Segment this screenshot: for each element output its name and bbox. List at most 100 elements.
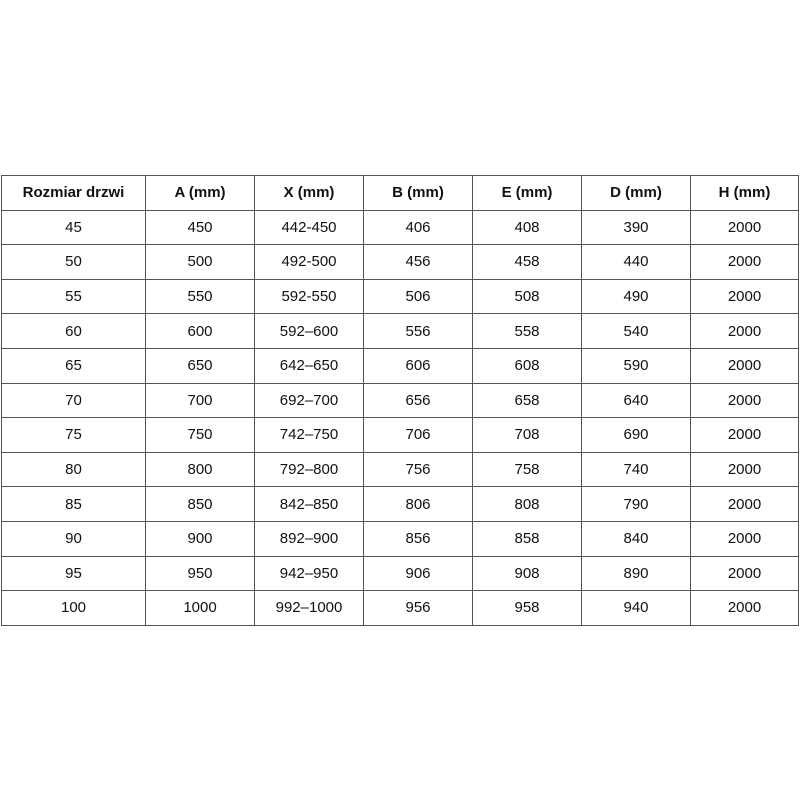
table-cell: 950 — [145, 555, 255, 592]
column-header: Rozmiar drzwi — [1, 175, 146, 211]
table-cell: 858 — [472, 520, 582, 557]
table-row: 50 500 492-500 456 458 440 2000 — [1, 244, 799, 280]
table-cell: 2000 — [690, 313, 799, 349]
table-cell: 95 — [1, 555, 146, 592]
table-row: 80 800 792–800 756 758 740 2000 — [1, 451, 799, 488]
table-cell: 406 — [363, 209, 473, 246]
header-row: Rozmiar drzwi A (mm) X (mm) B (mm) E (mm) D (… — [1, 175, 799, 211]
table-cell: 692–700 — [254, 382, 364, 419]
table-cell: 458 — [472, 244, 582, 280]
table-cell: 592-550 — [254, 278, 364, 315]
table-cell: 2000 — [690, 590, 799, 626]
table-cell: 2000 — [690, 244, 799, 280]
table-cell: 70 — [1, 382, 146, 419]
table-cell: 900 — [145, 520, 255, 557]
table-cell: 606 — [363, 347, 473, 384]
table-row: 95 950 942–950 906 908 890 2000 — [1, 555, 799, 592]
column-header: E (mm) — [472, 175, 582, 211]
table-cell: 2000 — [690, 520, 799, 557]
table-cell: 600 — [145, 313, 255, 349]
table-cell: 390 — [581, 209, 691, 246]
table-cell: 2000 — [690, 486, 799, 522]
table-row: 70 700 692–700 656 658 640 2000 — [1, 382, 799, 419]
table-cell: 100 — [1, 590, 146, 626]
door-size-table: Rozmiar drzwi A (mm) X (mm) B (mm) E (mm) D (… — [1, 175, 799, 626]
table-cell: 808 — [472, 486, 582, 522]
table-cell: 942–950 — [254, 555, 364, 592]
table-cell: 856 — [363, 520, 473, 557]
table-cell: 940 — [581, 590, 691, 626]
table-cell: 790 — [581, 486, 691, 522]
table-cell: 750 — [145, 417, 255, 453]
table-cell: 850 — [145, 486, 255, 522]
table-cell: 2000 — [690, 347, 799, 384]
table-row: 45 450 442-450 406 408 390 2000 — [1, 209, 799, 246]
table-cell: 1000 — [145, 590, 255, 626]
table-cell: 440 — [581, 244, 691, 280]
table-cell: 800 — [145, 451, 255, 488]
table-cell: 792–800 — [254, 451, 364, 488]
table-cell: 556 — [363, 313, 473, 349]
column-header: X (mm) — [254, 175, 364, 211]
table-cell: 90 — [1, 520, 146, 557]
table-cell: 908 — [472, 555, 582, 592]
table-row: 65 650 642–650 606 608 590 2000 — [1, 347, 799, 384]
table-cell: 540 — [581, 313, 691, 349]
table-cell: 956 — [363, 590, 473, 626]
table-cell: 706 — [363, 417, 473, 453]
table-cell: 65 — [1, 347, 146, 384]
column-header: H (mm) — [690, 175, 799, 211]
table-cell: 740 — [581, 451, 691, 488]
table-cell: 60 — [1, 313, 146, 349]
table-row: 85 850 842–850 806 808 790 2000 — [1, 486, 799, 522]
table-cell: 756 — [363, 451, 473, 488]
table-cell: 906 — [363, 555, 473, 592]
table-cell: 45 — [1, 209, 146, 246]
table-body: 45 450 442-450 406 408 390 2000 50 500 492-500 456… — [1, 209, 799, 626]
table-cell: 490 — [581, 278, 691, 315]
table-cell: 758 — [472, 451, 582, 488]
table-cell: 442-450 — [254, 209, 364, 246]
table-cell: 658 — [472, 382, 582, 419]
table-cell: 656 — [363, 382, 473, 419]
table-cell: 550 — [145, 278, 255, 315]
column-header: A (mm) — [145, 175, 255, 211]
table-cell: 558 — [472, 313, 582, 349]
table-cell: 80 — [1, 451, 146, 488]
table-cell: 992–1000 — [254, 590, 364, 626]
table-cell: 2000 — [690, 451, 799, 488]
table-cell: 2000 — [690, 278, 799, 315]
table-cell: 958 — [472, 590, 582, 626]
table-cell: 2000 — [690, 417, 799, 453]
table-cell: 55 — [1, 278, 146, 315]
table-cell: 642–650 — [254, 347, 364, 384]
table-cell: 840 — [581, 520, 691, 557]
table-cell: 75 — [1, 417, 146, 453]
table-row: 75 750 742–750 706 708 690 2000 — [1, 417, 799, 453]
table-cell: 592–600 — [254, 313, 364, 349]
table-cell: 806 — [363, 486, 473, 522]
table-cell: 456 — [363, 244, 473, 280]
table-cell: 650 — [145, 347, 255, 384]
table-row: 100 1000 992–1000 956 958 940 2000 — [1, 590, 799, 626]
table-cell: 2000 — [690, 209, 799, 246]
table-cell: 50 — [1, 244, 146, 280]
table-cell: 890 — [581, 555, 691, 592]
table-cell: 506 — [363, 278, 473, 315]
table-cell: 608 — [472, 347, 582, 384]
table-row: 55 550 592-550 506 508 490 2000 — [1, 278, 799, 315]
table-row: 90 900 892–900 856 858 840 2000 — [1, 520, 799, 557]
table-cell: 450 — [145, 209, 255, 246]
table-cell: 85 — [1, 486, 146, 522]
column-header: B (mm) — [363, 175, 473, 211]
table-cell: 892–900 — [254, 520, 364, 557]
table-cell: 690 — [581, 417, 691, 453]
table-cell: 708 — [472, 417, 582, 453]
table-cell: 700 — [145, 382, 255, 419]
table-cell: 640 — [581, 382, 691, 419]
column-header: D (mm) — [581, 175, 691, 211]
table-cell: 2000 — [690, 555, 799, 592]
table-cell: 742–750 — [254, 417, 364, 453]
table-cell: 590 — [581, 347, 691, 384]
table-cell: 492-500 — [254, 244, 364, 280]
